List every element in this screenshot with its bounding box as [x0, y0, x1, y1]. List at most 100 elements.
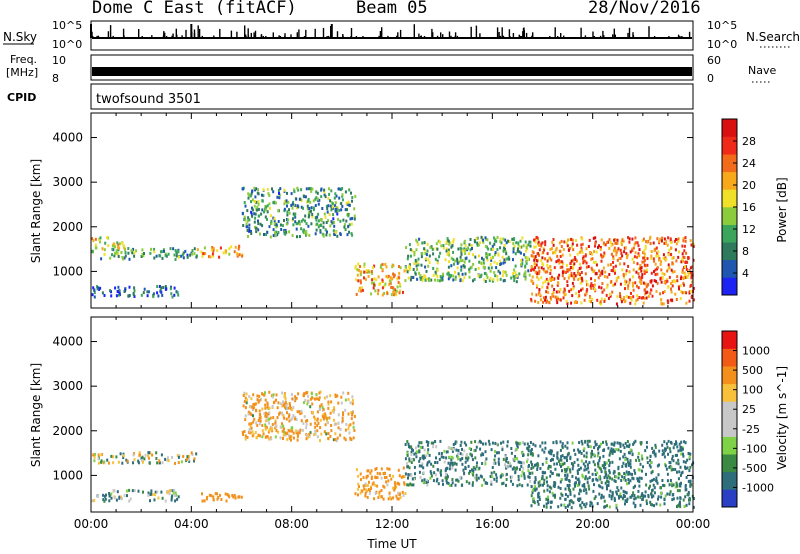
- scatter-cell: [504, 455, 507, 459]
- scatter-cell: [606, 476, 609, 480]
- scatter-cell: [114, 286, 117, 290]
- scatter-cell: [191, 453, 194, 457]
- scatter-cell: [218, 493, 221, 497]
- scatter-cell: [681, 257, 684, 261]
- scatter-cell: [494, 461, 497, 465]
- scatter-cell: [613, 449, 616, 453]
- scatter-cell: [265, 205, 268, 209]
- scatter-cell: [593, 463, 596, 467]
- scatter-cell: [327, 400, 330, 404]
- scatter-cell: [653, 449, 656, 453]
- scatter-cell: [401, 490, 404, 494]
- scatter-cell: [618, 472, 621, 476]
- scatter-cell: [276, 195, 279, 199]
- scatter-cell: [286, 411, 288, 415]
- scatter-cell: [167, 252, 170, 256]
- scatter-cell: [474, 268, 477, 271]
- scatter-cell: [394, 288, 396, 292]
- scatter-cell: [436, 278, 439, 282]
- scatter-cell: [276, 406, 279, 410]
- scatter-cell: [392, 290, 395, 294]
- scatter-cell: [602, 448, 605, 452]
- scatter-cell: [344, 428, 347, 432]
- scatter-cell: [546, 285, 549, 289]
- scatter-cell: [314, 232, 317, 236]
- scatter-cell: [601, 269, 604, 273]
- scatter-cell: [151, 492, 154, 496]
- scatter-cell: [157, 294, 160, 298]
- scatter-cell: [567, 504, 570, 508]
- scatter-cell: [620, 243, 623, 247]
- scatter-cell: [398, 291, 401, 295]
- scatter-cell: [394, 483, 397, 487]
- scatter-cell: [392, 474, 395, 478]
- scatter-cell: [575, 259, 578, 263]
- scatter-cell: [410, 275, 413, 279]
- scatter-cell: [582, 462, 585, 466]
- scatter-cell: [102, 493, 105, 497]
- scatter-cell: [606, 487, 608, 491]
- scatter-cell: [244, 218, 247, 222]
- scatter-cell: [361, 288, 364, 292]
- scatter-cell: [532, 442, 535, 446]
- scatter-cell: [602, 454, 605, 458]
- y-tick-label: 4000: [52, 335, 83, 349]
- scatter-cell: [247, 410, 250, 414]
- scatter-cell: [468, 471, 471, 475]
- scatter-cell: [532, 499, 535, 503]
- scatter-cell: [474, 467, 477, 471]
- scatter-cell: [310, 392, 313, 396]
- scatter-cell: [277, 401, 280, 405]
- scatter-cell: [292, 405, 295, 409]
- scatter-cell: [463, 239, 466, 243]
- scatter-cell: [572, 501, 575, 505]
- scatter-cell: [121, 497, 123, 501]
- scatter-cell: [256, 423, 259, 427]
- scatter-cell: [643, 297, 646, 300]
- scatter-cell: [266, 204, 269, 208]
- scatter-cell: [333, 422, 336, 426]
- scatter-cell: [531, 491, 534, 495]
- scatter-cell: [463, 241, 466, 245]
- scatter-cell: [493, 458, 496, 462]
- scatter-cell: [619, 248, 622, 252]
- scatter-cell: [653, 270, 655, 274]
- scatter-cell: [163, 249, 165, 253]
- scatter-cell: [617, 275, 620, 279]
- scatter-cell: [572, 266, 575, 270]
- scatter-cell: [655, 479, 658, 483]
- scatter-cell: [519, 441, 522, 445]
- scatter-cell: [484, 459, 487, 463]
- scatter-cell: [566, 284, 569, 287]
- scatter-cell: [562, 296, 565, 300]
- scatter-cell: [398, 474, 401, 478]
- scatter-cell: [250, 413, 253, 417]
- scatter-cell: [319, 229, 322, 232]
- scatter-cell: [568, 483, 571, 487]
- scatter-cell: [381, 263, 384, 266]
- scatter-cell: [600, 493, 603, 497]
- scatter-cell: [542, 251, 545, 254]
- scatter-cell: [576, 300, 578, 304]
- cpid-frame: [90, 83, 694, 110]
- scatter-cell: [366, 495, 369, 499]
- scatter-cell: [318, 398, 320, 401]
- scatter-cell: [149, 493, 152, 496]
- scatter-cell: [293, 397, 296, 401]
- scatter-cell: [405, 246, 408, 249]
- scatter-cell: [255, 226, 258, 230]
- scatter-cell: [548, 301, 551, 305]
- scatter-cell: [556, 283, 559, 287]
- scatter-cell: [590, 300, 592, 304]
- scatter-cell: [238, 245, 241, 249]
- scatter-cell: [609, 240, 612, 244]
- scatter-cell: [161, 256, 164, 260]
- scatter-cell: [411, 458, 413, 462]
- scatter-cell: [105, 493, 107, 497]
- scatter-cell: [111, 253, 113, 257]
- scatter-cell: [257, 228, 260, 232]
- scatter-cell: [537, 463, 540, 467]
- scatter-cell: [334, 209, 337, 213]
- scatter-cell: [600, 481, 603, 485]
- scatter-cell: [446, 481, 449, 485]
